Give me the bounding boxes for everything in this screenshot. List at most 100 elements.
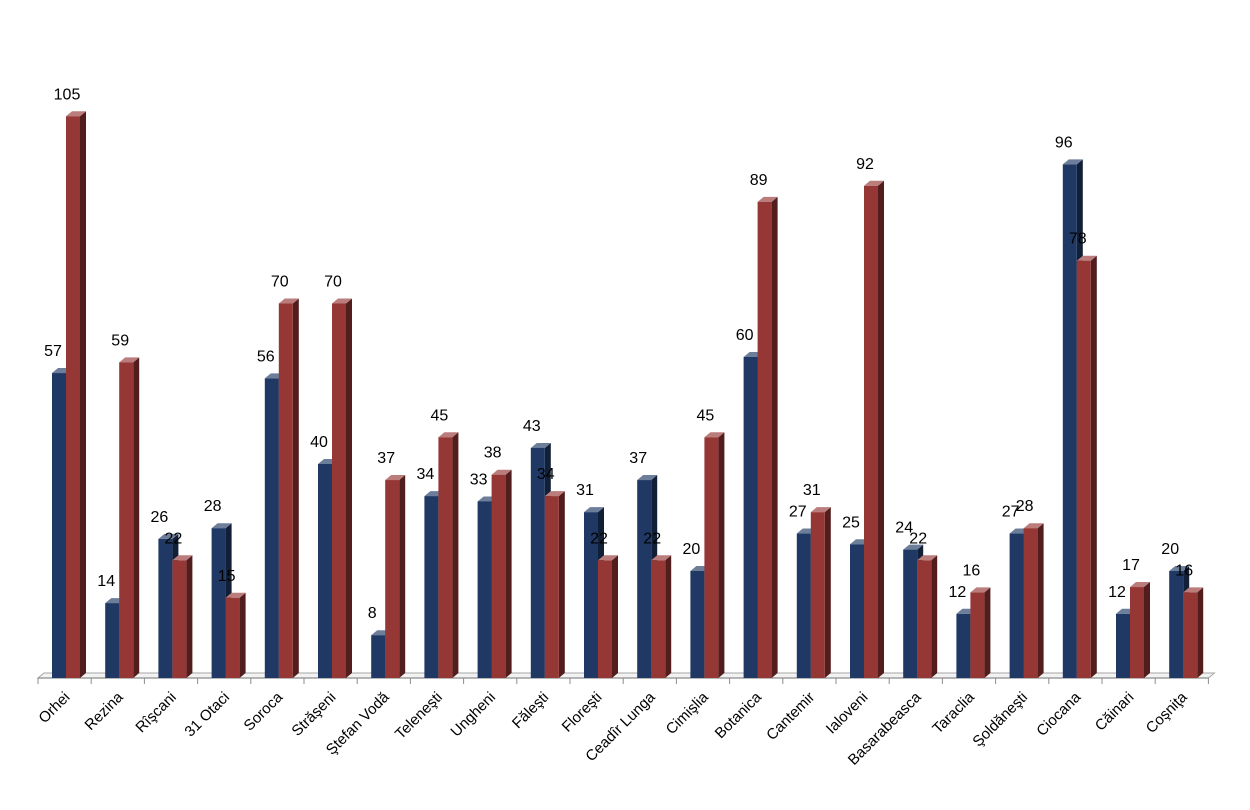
bar-side: [1144, 582, 1150, 678]
bar-front: [544, 496, 559, 678]
value-label: 70: [324, 274, 342, 291]
bar: [1130, 582, 1150, 678]
bar-side: [771, 196, 778, 678]
bar-front: [970, 592, 985, 678]
bar-front: [424, 496, 439, 678]
bar-side: [931, 555, 938, 678]
bar-front: [332, 303, 346, 678]
bar-front: [1130, 587, 1144, 678]
bar-front: [637, 480, 652, 678]
bar: [970, 587, 991, 678]
bar: [66, 111, 86, 678]
bar-front: [864, 185, 878, 679]
value-label: 56: [257, 348, 275, 365]
value-label: 59: [111, 332, 129, 349]
value-label: 43: [523, 418, 541, 435]
value-label: 92: [856, 156, 874, 173]
bar-top: [637, 475, 658, 481]
bar-front: [743, 357, 758, 678]
category-label: Străşeni: [288, 689, 339, 740]
category-label: Şoldăneşti: [969, 689, 1031, 751]
bar-front: [385, 480, 400, 678]
bar-front: [690, 571, 705, 678]
bar-top: [332, 298, 352, 304]
value-label: 24: [895, 520, 913, 537]
bar: [172, 555, 193, 678]
bar-top: [917, 555, 938, 561]
bar-front: [584, 512, 598, 678]
value-label: 14: [97, 573, 115, 590]
category-label: Soroca: [241, 688, 287, 734]
bar-top: [970, 587, 991, 593]
value-label: 40: [310, 434, 328, 451]
value-label: 22: [590, 530, 608, 547]
bar-front: [225, 597, 240, 678]
bar-side: [984, 587, 991, 678]
value-label: 20: [683, 541, 701, 558]
value-label: 78: [1069, 231, 1087, 248]
bar-top: [757, 196, 778, 202]
value-label: 45: [431, 407, 449, 424]
value-label: 34: [417, 466, 435, 483]
bar-side: [878, 180, 884, 679]
bar: [119, 357, 140, 678]
bar-front: [491, 474, 506, 678]
bar-front: [810, 512, 825, 678]
bar-top: [119, 357, 140, 363]
bar-side: [186, 555, 193, 678]
bar-front: [903, 549, 918, 678]
bar: [438, 432, 459, 678]
bar-front: [1169, 571, 1184, 678]
bar-front: [598, 560, 612, 678]
value-label: 27: [789, 504, 807, 521]
value-label: 22: [165, 530, 183, 547]
bar-front: [172, 560, 187, 678]
bar-side: [718, 432, 725, 678]
category-label: Taraclia: [929, 688, 978, 737]
bar-front: [1023, 528, 1038, 678]
bar-front: [757, 201, 772, 678]
category-label: Făleşti: [509, 689, 552, 732]
bar-side: [1037, 523, 1044, 678]
value-label: 37: [377, 450, 395, 467]
bar: [1076, 255, 1097, 678]
value-label: 89: [750, 172, 768, 189]
bar-side: [824, 507, 831, 678]
category-label: Cantemir: [763, 689, 818, 744]
bar-side: [665, 555, 672, 678]
bar-side: [1197, 587, 1204, 678]
bar-front: [105, 603, 120, 678]
value-label-group: 57 105 14 59 26 22 28 15 56 70 40 70 8 37 34 45 33 38 43 34…: [44, 86, 1193, 622]
bar-top: [704, 432, 725, 438]
bar-top: [530, 442, 551, 448]
value-label: 26: [151, 509, 169, 526]
value-label: 22: [643, 530, 661, 547]
value-label: 15: [218, 568, 236, 585]
category-label: Floreşti: [559, 689, 606, 736]
bar-top: [211, 523, 232, 529]
value-label: 25: [842, 514, 860, 531]
bar: [278, 298, 299, 678]
value-label: 45: [697, 407, 715, 424]
bar: [704, 432, 725, 678]
bar-front: [66, 116, 80, 678]
bar-top: [544, 491, 565, 497]
bar-front: [1062, 164, 1077, 678]
bar-top: [598, 555, 618, 561]
bar-side: [292, 298, 299, 678]
bar: [1183, 587, 1204, 678]
bar-top: [172, 555, 193, 561]
bar-front: [119, 362, 134, 678]
bar-side: [80, 111, 86, 678]
bar-side: [239, 592, 246, 678]
bar-top: [651, 555, 672, 561]
bar: [1023, 523, 1044, 678]
bar-front: [1076, 260, 1091, 678]
category-label-group: Orhei Rezina Rîşcani 31 Otaci Soroca Străşeni…: [35, 688, 1191, 768]
category-label: Botanica: [712, 688, 766, 742]
bar: [864, 180, 884, 679]
bar: [385, 475, 406, 678]
bar: [651, 555, 672, 678]
value-label: 28: [1016, 498, 1034, 515]
